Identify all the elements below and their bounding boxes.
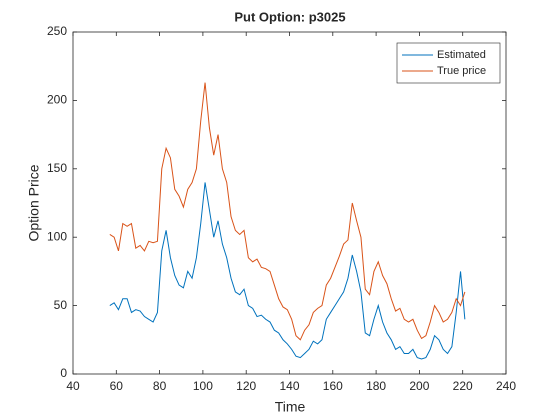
x-tick-label: 200 (409, 379, 429, 393)
x-tick-label: 220 (453, 379, 473, 393)
series-line (109, 182, 466, 360)
x-tick-label: 160 (323, 379, 343, 393)
y-axis-label: Option Price (26, 164, 42, 241)
y-tick-label: 150 (47, 161, 67, 175)
y-tick-label: 100 (47, 229, 67, 243)
plot-area (72, 31, 507, 375)
x-tick-label: 140 (279, 379, 299, 393)
chart-title: Put Option: p3025 (234, 9, 345, 24)
y-tick-label: 200 (47, 93, 67, 107)
x-tick-label: 180 (366, 379, 386, 393)
legend-label: Estimated (437, 49, 486, 61)
y-tick-label: 50 (54, 298, 68, 312)
y-tick-label: 250 (47, 24, 67, 38)
x-tick-label: 240 (496, 379, 516, 393)
x-tick-label: 100 (193, 379, 213, 393)
y-tick-label: 0 (60, 366, 67, 380)
legend-box (396, 42, 501, 84)
series-line (109, 82, 466, 341)
x-tick-label: 80 (153, 379, 167, 393)
x-tick-label: 40 (66, 379, 80, 393)
x-axis-label: Time (275, 399, 306, 415)
x-tick-label: 60 (110, 379, 124, 393)
legend-label: True price (437, 65, 486, 77)
x-tick-label: 120 (236, 379, 256, 393)
